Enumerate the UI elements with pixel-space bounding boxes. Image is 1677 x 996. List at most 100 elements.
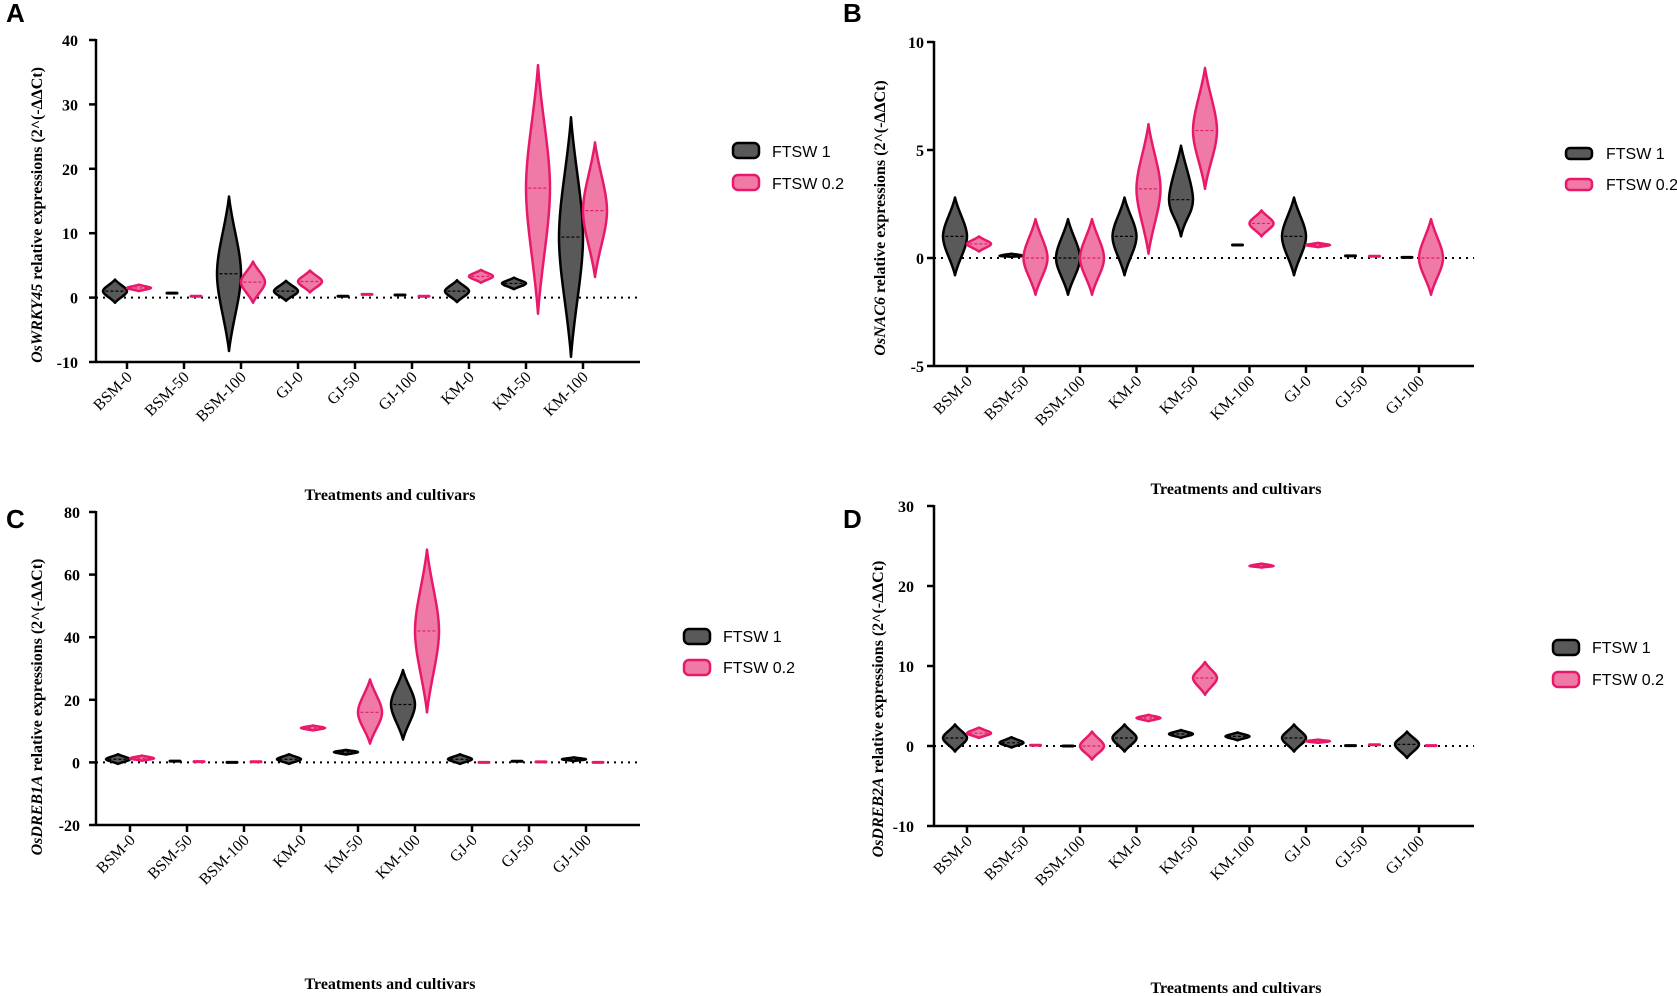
x-tick-label-c: KM-100 [373, 832, 424, 883]
y-axis-rest-b: relative expressions (2^(-ΔΔCt) [872, 80, 889, 297]
violin-d-ftsw1 [1280, 723, 1308, 753]
legend-swatch-ftsw02-b [1564, 177, 1594, 192]
x-tick-label-b: GJ-0 [1281, 373, 1315, 407]
violin-a-ftsw1 [443, 278, 471, 304]
y-tick-label-c: 0 [72, 755, 80, 772]
violin-c-ftsw1 [104, 753, 132, 766]
y-axis-gene-d: OsDREB2A [870, 777, 887, 857]
violin-a-ftsw02 [239, 260, 267, 305]
violin-b-ftsw02 [1078, 217, 1106, 296]
x-tick-label-c: BSM-0 [93, 832, 138, 877]
violin-c-ftsw02 [413, 548, 441, 714]
legend-swatch-ftsw1-a [731, 141, 761, 160]
x-tick-label-a: BSM-100 [193, 369, 250, 426]
violin-d-ftsw1 [1224, 731, 1251, 742]
legend-swatch-ftsw02-a [731, 173, 761, 192]
violin-a-ftsw02 [581, 141, 609, 279]
x-tick-label-c: BSM-100 [196, 832, 253, 889]
y-tick-label-a: 10 [62, 226, 78, 243]
x-tick-label-d: KM-0 [1106, 833, 1146, 873]
x-tick-label-c: GJ-100 [549, 832, 594, 877]
y-tick-label-d: 0 [906, 739, 914, 756]
panel-c: C Treatments and cultivars OsDREB1A rela… [6, 504, 795, 993]
x-tick-label-a: KM-100 [541, 369, 592, 420]
x-tick-label-a: BSM-0 [90, 369, 135, 414]
violin-b-ftsw02 [1022, 217, 1049, 296]
y-axis-rest-d: relative expressions (2^(-ΔΔCt) [870, 561, 887, 778]
panel-letter-b: B [843, 0, 862, 28]
violin-c-ftsw02 [299, 724, 327, 732]
legend-swatch-ftsw02-c [682, 658, 712, 677]
violin-b-ftsw1 [1280, 196, 1308, 277]
x-tick-label-a: GJ-0 [273, 369, 307, 403]
legend-label-ftsw1-a: FTSW 1 [772, 144, 831, 161]
x-axis-title-d: Treatments and cultivars [1151, 980, 1322, 996]
violin-d-ftsw1 [998, 735, 1025, 749]
x-tick-label-a: KM-0 [438, 369, 478, 409]
x-tick-label-b: BSM-100 [1032, 373, 1089, 430]
violin-d-ftsw02 [1304, 738, 1332, 745]
violin-d-ftsw1 [941, 723, 969, 753]
x-tick-label-a: GJ-100 [375, 369, 420, 414]
y-axis-rest-a: relative expressions (2^(-ΔΔCt) [29, 67, 46, 284]
violin-c-ftsw1 [275, 753, 303, 766]
y-tick-label-d: 10 [898, 659, 914, 676]
x-tick-label-a: KM-50 [489, 369, 534, 414]
x-axis-title-b: Treatments and cultivars [1151, 481, 1322, 498]
y-tick-label-b: 5 [916, 143, 924, 160]
y-axis-rest-c: relative expressions (2^(-ΔΔCt) [29, 559, 46, 776]
x-tick-label-b: GJ-100 [1382, 373, 1427, 418]
x-tick-label-c: KM-50 [321, 832, 366, 877]
panel-letter-c: C [6, 504, 25, 534]
legend-label-ftsw02-a: FTSW 0.2 [772, 176, 844, 193]
violin-a-ftsw1 [215, 195, 243, 353]
y-tick-label-a: 20 [62, 162, 78, 179]
x-tick-label-d: BSM-0 [930, 833, 975, 878]
y-tick-label-b: 0 [916, 251, 924, 268]
violin-a-ftsw02 [467, 268, 495, 285]
violin-d-ftsw02 [965, 726, 993, 740]
x-tick-label-a: BSM-50 [142, 369, 193, 420]
violin-d-ftsw1 [1393, 730, 1421, 760]
x-tick-label-d: GJ-50 [1332, 833, 1372, 873]
x-axis-title-c: Treatments and cultivars [305, 976, 476, 993]
violin-d-ftsw02 [1135, 713, 1162, 723]
legend-label-ftsw02-c: FTSW 0.2 [723, 660, 795, 677]
violin-b-ftsw02 [965, 235, 993, 253]
legend-label-ftsw1-b: FTSW 1 [1606, 146, 1665, 163]
y-axis-title-b: OsNAC6 relative expressions (2^(-ΔΔCt) [872, 80, 889, 355]
violin-d-ftsw1 [1111, 723, 1138, 753]
x-tick-label-b: BSM-50 [981, 373, 1032, 424]
legend-label-ftsw1-c: FTSW 1 [723, 629, 782, 646]
violin-d-ftsw02 [1191, 660, 1219, 697]
legend-d: FTSW 1 FTSW 0.2 [1551, 638, 1664, 689]
violin-c-ftsw02 [128, 754, 156, 763]
panel-d: D Treatments and cultivars OsDREB2A rela… [843, 499, 1664, 996]
y-axis-title-a: OsWRKY45 relative expressions (2^(-ΔΔCt) [29, 67, 46, 363]
violin-a-ftsw02 [524, 63, 552, 315]
y-tick-label-a: -10 [57, 355, 78, 372]
panel-letter-a: A [6, 0, 25, 28]
x-tick-label-c: GJ-50 [498, 832, 538, 872]
x-tick-label-b: KM-100 [1207, 373, 1258, 424]
violin-c-ftsw1 [389, 668, 417, 741]
panel-letter-d: D [843, 504, 862, 534]
y-tick-label-d: 20 [898, 579, 914, 596]
legend-label-ftsw1-d: FTSW 1 [1592, 640, 1651, 657]
y-axis-gene-b: OsNAC6 [872, 297, 889, 356]
y-axis-gene-a: OsWRKY45 [29, 284, 46, 363]
x-tick-label-d: KM-100 [1207, 833, 1258, 884]
violin-b-ftsw1 [1111, 196, 1138, 277]
legend-swatch-ftsw1-c [682, 627, 712, 646]
violin-b-ftsw02 [1304, 241, 1332, 249]
y-axis-gene-c: OsDREB1A [29, 775, 46, 855]
y-tick-label-d: -10 [893, 819, 914, 836]
x-tick-label-b: KM-50 [1156, 373, 1201, 418]
legend-label-ftsw02-d: FTSW 0.2 [1592, 672, 1664, 689]
violin-a-ftsw1 [557, 116, 585, 359]
x-tick-label-d: GJ-100 [1382, 833, 1427, 878]
x-tick-label-b: GJ-50 [1332, 373, 1372, 413]
y-axis-title-c: OsDREB1A relative expressions (2^(-ΔΔCt) [29, 559, 46, 856]
violin-b-ftsw02 [1135, 122, 1162, 255]
